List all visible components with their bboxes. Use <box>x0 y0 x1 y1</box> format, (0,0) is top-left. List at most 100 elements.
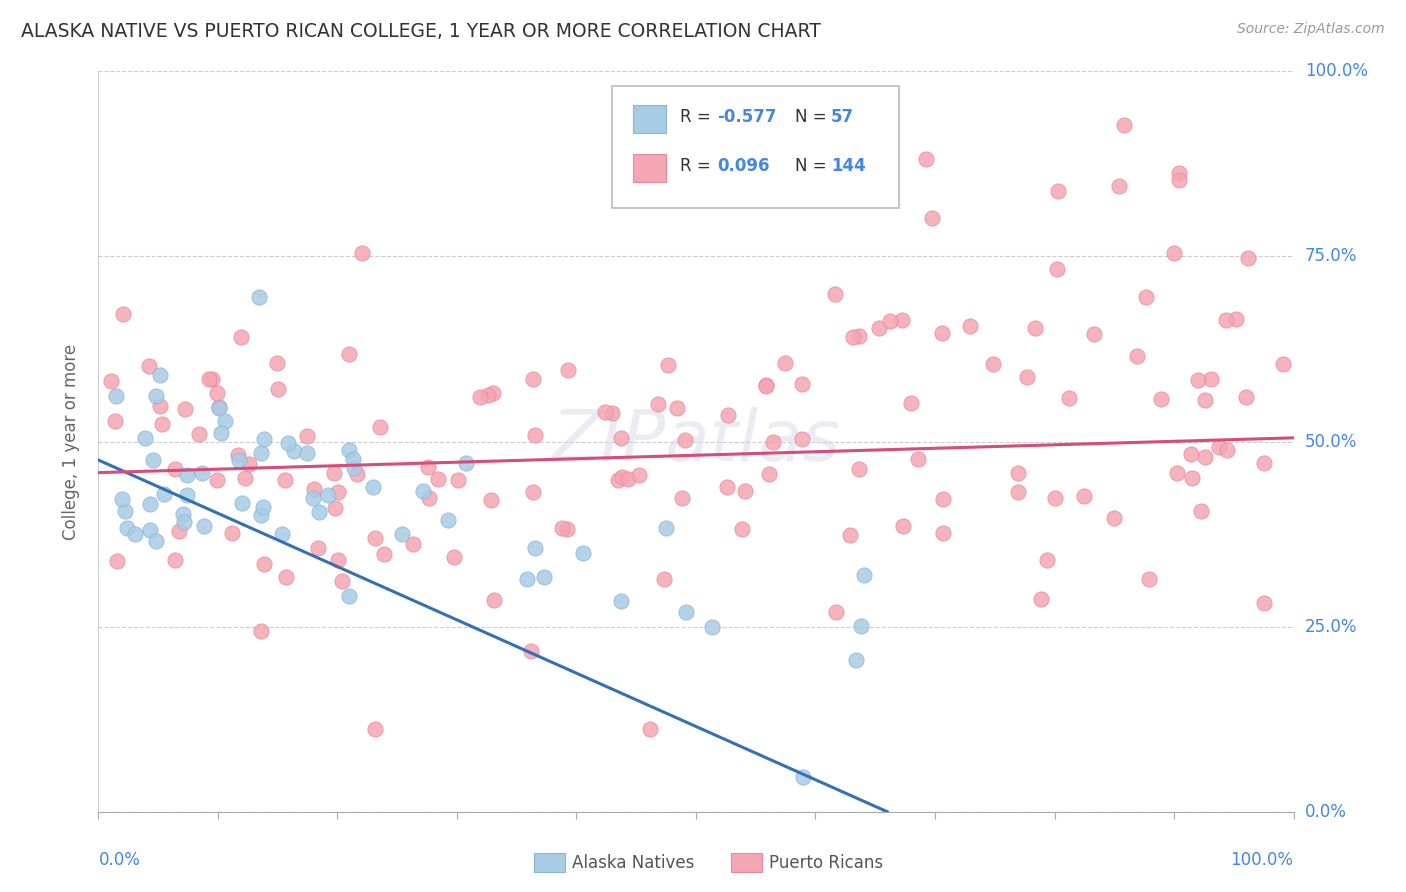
Point <box>253 432 276 446</box>
Point <box>790 377 813 392</box>
Point <box>214 414 236 428</box>
Point <box>247 290 270 304</box>
Point <box>323 500 346 515</box>
Point <box>114 504 136 518</box>
Point <box>731 522 754 536</box>
Point <box>959 318 981 333</box>
Point <box>761 435 783 450</box>
Point <box>249 624 271 638</box>
Point <box>606 473 628 487</box>
Point <box>233 471 256 485</box>
Point <box>671 491 693 505</box>
Point <box>274 569 297 583</box>
Point <box>481 386 503 401</box>
Point <box>1208 440 1230 454</box>
Point <box>363 531 385 545</box>
Point <box>447 473 470 487</box>
Point <box>848 462 870 476</box>
Point <box>1137 572 1160 586</box>
Point <box>249 508 271 522</box>
Point <box>111 491 134 506</box>
Text: 57: 57 <box>831 108 853 126</box>
Point <box>1272 357 1295 371</box>
Point <box>1189 503 1212 517</box>
Point <box>1166 466 1188 480</box>
Point <box>207 386 229 401</box>
Point <box>1194 392 1216 407</box>
Point <box>609 594 631 608</box>
Point <box>533 570 555 584</box>
Text: Puerto Ricans: Puerto Ricans <box>769 854 883 871</box>
Point <box>1215 442 1237 457</box>
Point <box>138 359 160 374</box>
Point <box>124 527 146 541</box>
Point <box>337 443 360 458</box>
Point <box>755 378 778 392</box>
Point <box>790 432 813 446</box>
Point <box>165 462 187 476</box>
Point <box>675 605 697 619</box>
Point <box>1225 311 1247 326</box>
Point <box>1125 349 1147 363</box>
Point <box>228 453 250 467</box>
Point <box>145 389 167 403</box>
Point <box>173 515 195 529</box>
Point <box>176 467 198 482</box>
Point <box>229 329 252 343</box>
Point <box>842 330 865 344</box>
Point <box>274 473 297 487</box>
Text: 50.0%: 50.0% <box>1305 433 1357 450</box>
Point <box>610 431 633 445</box>
Point <box>252 500 274 515</box>
Point <box>907 452 929 467</box>
Point <box>350 246 373 260</box>
Point <box>1046 262 1069 277</box>
Point <box>416 460 439 475</box>
Point <box>250 445 273 459</box>
Point <box>364 722 387 736</box>
Point <box>346 467 368 481</box>
Point <box>208 401 231 416</box>
Point <box>932 491 955 506</box>
Point <box>221 525 243 540</box>
Point <box>524 541 547 556</box>
Point <box>825 605 848 619</box>
Point <box>323 466 346 480</box>
Point <box>1181 470 1204 484</box>
Point <box>238 457 260 471</box>
Point <box>304 482 326 496</box>
Point <box>412 483 434 498</box>
Point <box>205 473 228 487</box>
Text: R =: R = <box>681 108 717 126</box>
Point <box>1047 184 1070 198</box>
Point <box>758 467 780 482</box>
Point <box>115 521 138 535</box>
Point <box>716 408 738 422</box>
Point <box>848 329 870 343</box>
Point <box>145 533 167 548</box>
Point <box>673 433 696 447</box>
Point <box>316 488 339 502</box>
Point <box>851 618 873 632</box>
Point <box>266 356 288 370</box>
Point <box>134 431 156 445</box>
Point <box>1108 178 1130 193</box>
Text: 0.0%: 0.0% <box>1305 803 1347 821</box>
Point <box>1180 446 1202 460</box>
Point <box>152 486 174 500</box>
Point <box>891 518 914 533</box>
Text: 100.0%: 100.0% <box>1230 851 1294 869</box>
Point <box>1234 390 1257 404</box>
Point <box>595 405 617 419</box>
Text: ALASKA NATIVE VS PUERTO RICAN COLLEGE, 1 YEAR OR MORE CORRELATION CHART: ALASKA NATIVE VS PUERTO RICAN COLLEGE, 1… <box>21 22 821 41</box>
Point <box>612 470 634 484</box>
Point <box>173 402 195 417</box>
Point <box>853 567 876 582</box>
Point <box>1114 118 1136 132</box>
Point <box>149 399 172 413</box>
Point <box>342 452 364 467</box>
Point <box>522 371 544 385</box>
Point <box>200 371 222 385</box>
Point <box>1194 450 1216 464</box>
Point <box>308 505 330 519</box>
